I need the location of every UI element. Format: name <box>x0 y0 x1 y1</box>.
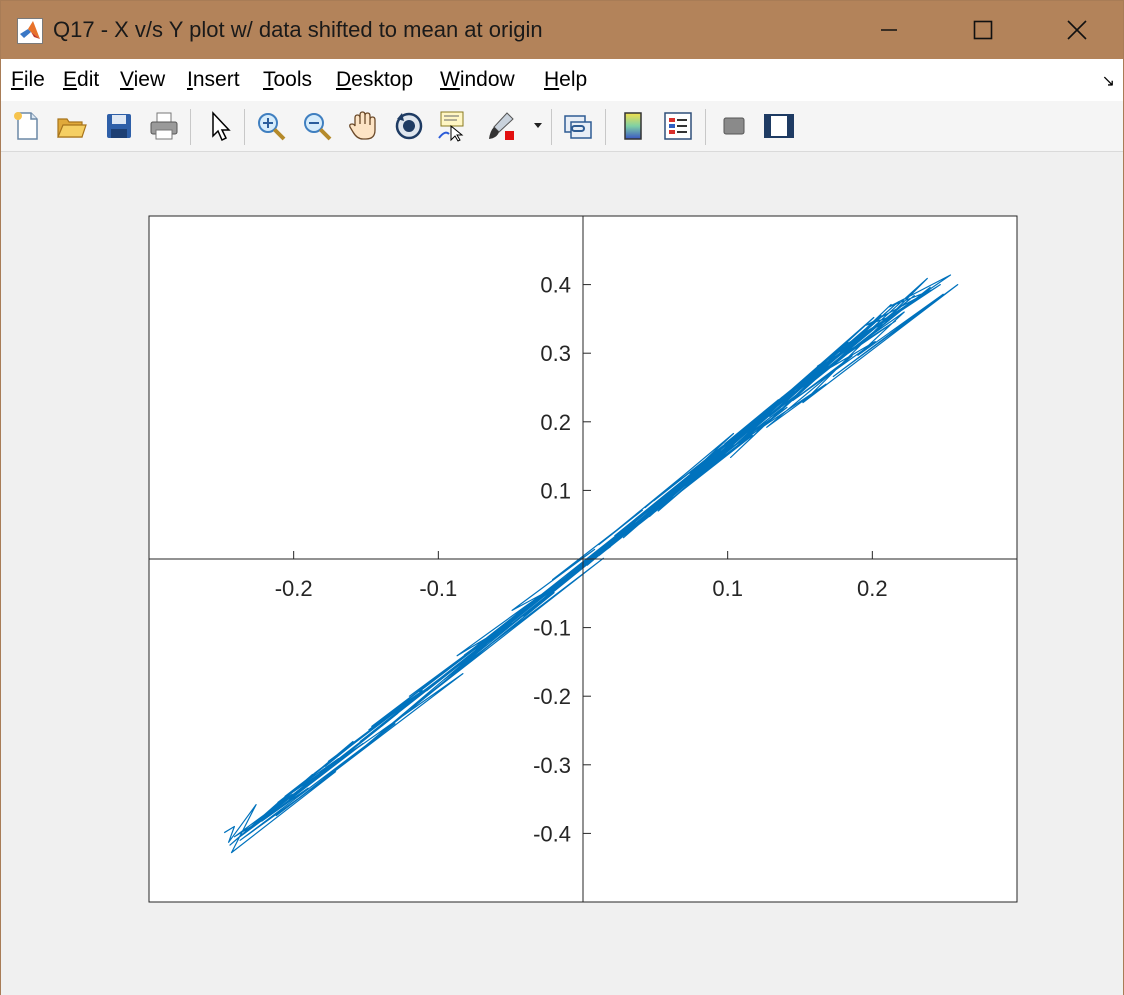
menu-file[interactable]: File <box>11 68 45 92</box>
toolbar-separator <box>705 109 706 145</box>
y-tick-label: -0.2 <box>533 684 571 709</box>
matlab-logo-icon <box>17 18 43 44</box>
toolbar-separator <box>244 109 245 145</box>
x-tick-label: 0.1 <box>712 576 743 601</box>
brush-icon <box>489 112 514 140</box>
pan-hand-icon <box>349 111 376 140</box>
edit-plot-button[interactable] <box>205 110 237 142</box>
colorbar-button[interactable] <box>617 110 649 142</box>
minimize-icon <box>881 29 897 31</box>
legend-button[interactable] <box>662 110 694 142</box>
y-tick-label: -0.3 <box>533 753 571 778</box>
menu-edit-mnemonic: E <box>63 68 78 91</box>
zoom-in-button[interactable] <box>255 110 287 142</box>
menu-view[interactable]: View <box>120 68 165 92</box>
new-figure-button[interactable] <box>11 110 43 142</box>
menu-view-label: iew <box>133 68 166 91</box>
data-cursor-button[interactable] <box>437 110 469 142</box>
y-tick-label: 0.2 <box>540 410 571 435</box>
brush-button[interactable] <box>485 110 517 142</box>
hide-plot-tools-button[interactable] <box>718 110 750 142</box>
toolbar-separator <box>190 109 191 145</box>
menu-desktop[interactable]: Desktop <box>336 68 413 92</box>
menu-window-mnemonic: W <box>440 68 460 91</box>
link-plot-button[interactable] <box>562 110 594 142</box>
menu-insert-mnemonic: I <box>187 68 193 91</box>
open-file-button[interactable] <box>55 110 87 142</box>
toolbar-separator <box>605 109 606 145</box>
save-button[interactable] <box>103 110 135 142</box>
title-bar[interactable]: Q17 - X v/s Y plot w/ data shifted to me… <box>1 1 1123 59</box>
close-icon <box>1067 20 1087 40</box>
menu-insert[interactable]: Insert <box>187 68 240 92</box>
open-file-icon <box>57 118 87 138</box>
edit-plot-arrow-icon <box>212 111 231 142</box>
menu-file-label: ile <box>23 68 45 91</box>
show-plot-tools-icon <box>764 114 794 138</box>
close-button[interactable] <box>1031 1 1123 59</box>
brush-dropdown[interactable] <box>531 110 545 142</box>
maximize-icon <box>973 20 993 40</box>
new-figure-icon <box>14 112 38 140</box>
menu-help-mnemonic: H <box>544 68 560 91</box>
menu-help[interactable]: Help <box>544 68 587 92</box>
legend-icon <box>664 112 692 140</box>
dock-figure-icon[interactable]: ↘ <box>1101 73 1115 90</box>
y-tick-label: -0.4 <box>533 821 571 846</box>
menu-desktop-label: esktop <box>351 68 414 91</box>
rotate-3d-icon <box>395 112 423 140</box>
hide-plot-tools-icon <box>723 117 745 135</box>
y-tick-label: 0.4 <box>540 273 571 298</box>
y-tick-label: 0.1 <box>540 478 571 503</box>
link-plot-icon <box>564 115 592 139</box>
save-icon <box>107 114 131 138</box>
menu-tools[interactable]: Tools <box>263 68 312 92</box>
zoom-out-icon <box>304 113 332 141</box>
menu-tools-mnemonic: T <box>263 68 274 91</box>
toolbar-separator <box>551 109 552 145</box>
print-button[interactable] <box>148 110 180 142</box>
menu-file-mnemonic: F <box>11 68 24 91</box>
menu-tools-label: ools <box>273 68 313 91</box>
chevron-down-icon <box>534 123 542 128</box>
plot-axes[interactable]: -0.2 -0.1 0.1 0.2 -0.4 -0.3 -0.2 -0.1 0.1 0.2 0.3 0… <box>1 152 1123 995</box>
zoom-in-icon <box>258 113 286 141</box>
pan-button[interactable] <box>347 110 379 142</box>
series-line-0 <box>223 274 959 854</box>
menu-bar: File Edit View Insert Tools Desktop Wind… <box>1 59 1123 102</box>
window-title: Q17 - X v/s Y plot w/ data shifted to me… <box>53 17 543 42</box>
rotate-3d-button[interactable] <box>393 110 425 142</box>
menu-view-mnemonic: V <box>120 68 134 91</box>
x-tick-label: -0.1 <box>419 576 457 601</box>
menu-edit[interactable]: Edit <box>63 68 99 92</box>
print-icon <box>150 112 178 140</box>
menu-insert-label: nsert <box>192 68 240 91</box>
colorbar-icon <box>624 112 642 140</box>
show-plot-tools-button[interactable] <box>763 110 795 142</box>
x-tick-label: 0.2 <box>857 576 888 601</box>
data-cursor-icon <box>438 111 464 142</box>
minimize-button[interactable] <box>843 1 935 59</box>
figure-toolbar <box>1 101 1123 152</box>
menu-window[interactable]: Window <box>440 68 515 92</box>
menu-edit-label: dit <box>77 68 100 91</box>
menu-desktop-mnemonic: D <box>336 68 352 91</box>
menu-help-label: elp <box>559 68 588 91</box>
maximize-button[interactable] <box>937 1 1029 59</box>
figure-canvas: -0.2 -0.1 0.1 0.2 -0.4 -0.3 -0.2 -0.1 0.1 0.2 0.3 0… <box>1 152 1123 995</box>
y-tick-label: -0.1 <box>533 616 571 641</box>
zoom-out-button[interactable] <box>301 110 333 142</box>
x-tick-label: -0.2 <box>275 576 313 601</box>
y-tick-label: 0.3 <box>540 341 571 366</box>
menu-window-label: indow <box>459 68 515 91</box>
